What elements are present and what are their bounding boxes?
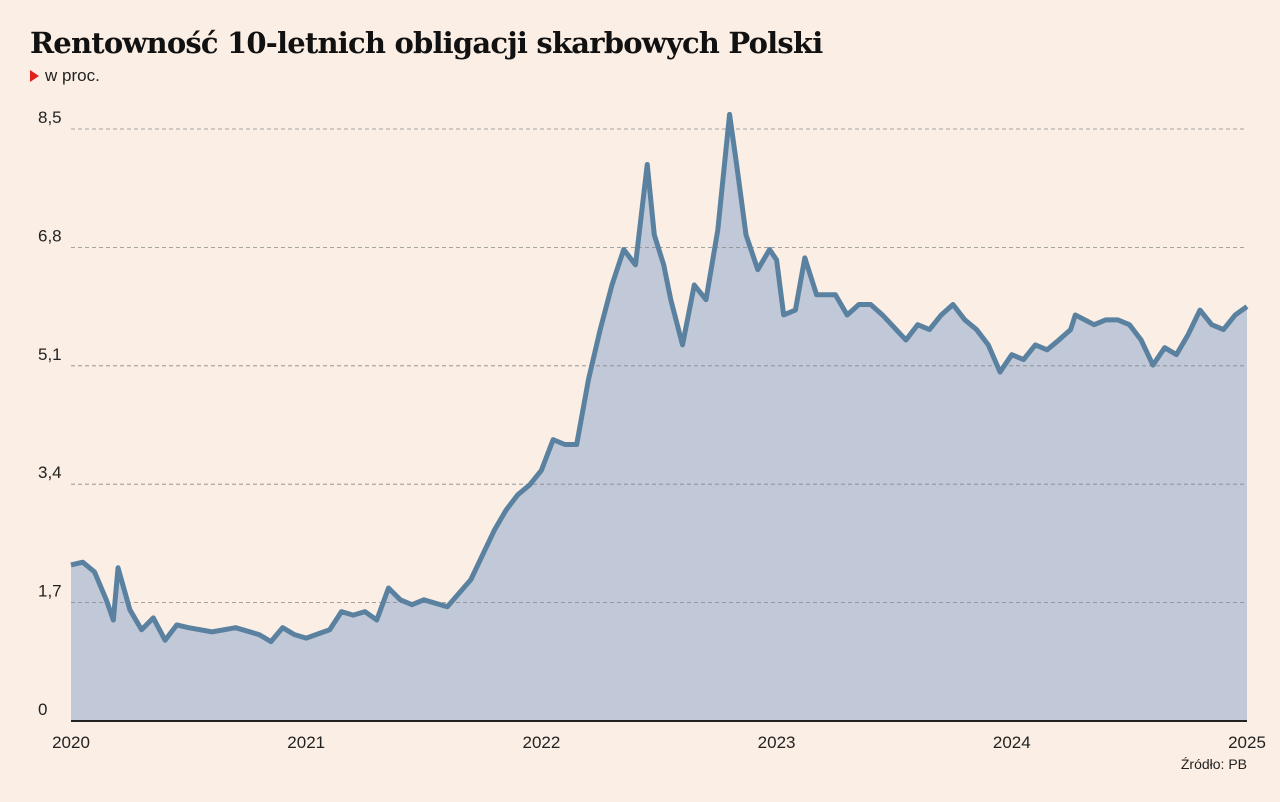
x-tick-label: 2022 bbox=[522, 733, 560, 752]
y-tick-label: 0 bbox=[38, 700, 47, 719]
x-tick-label: 2025 bbox=[1228, 733, 1266, 752]
yield-line bbox=[70, 111, 1249, 645]
x-tick-label: 2020 bbox=[52, 733, 90, 752]
red-triangle-icon bbox=[30, 70, 39, 82]
unit-label: w proc. bbox=[45, 66, 100, 85]
y-tick-label: 8,5 bbox=[38, 108, 62, 127]
x-tick-label: 2023 bbox=[758, 733, 796, 752]
y-tick-label: 5,1 bbox=[38, 345, 62, 364]
y-tick-label: 3,4 bbox=[38, 463, 62, 482]
x-tick-label: 2024 bbox=[993, 733, 1031, 752]
source-note: Źródło: PB bbox=[1180, 756, 1247, 772]
y-tick-label: 1,7 bbox=[38, 582, 62, 601]
y-tick-label: 6,8 bbox=[38, 226, 62, 245]
x-tick-label: 2021 bbox=[287, 733, 325, 752]
chart-subtitle: w proc. bbox=[30, 66, 100, 86]
chart-title: Rentowność 10-letnich obligacji skarbowy… bbox=[30, 26, 823, 60]
area-fill bbox=[71, 114, 1247, 721]
